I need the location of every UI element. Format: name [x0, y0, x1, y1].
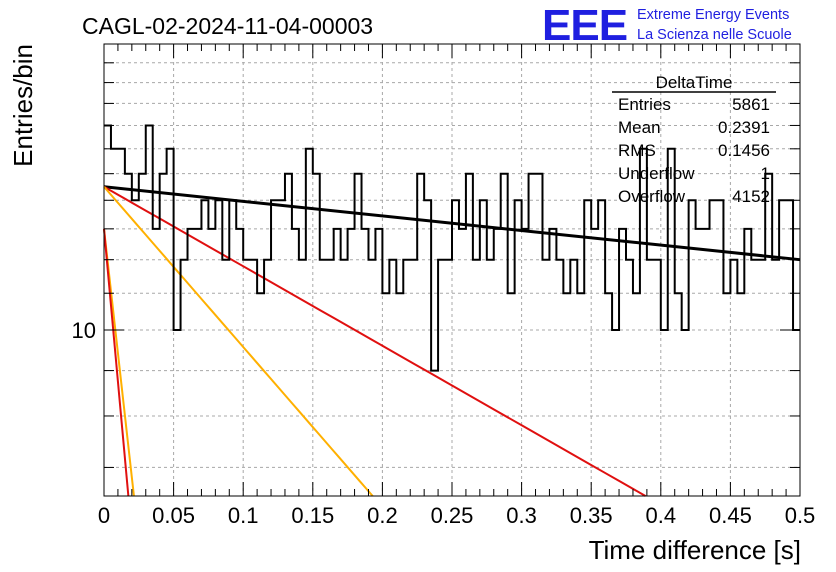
stats-value: 5861 — [732, 95, 770, 114]
stats-box: DeltaTime Entries 5861 Mean 0.2391 RMS 0.1456… — [612, 73, 776, 206]
x-tick-label: 0.25 — [431, 503, 474, 528]
grid — [104, 44, 800, 496]
x-tick-label: 0 — [98, 503, 110, 528]
stats-label: Entries — [618, 95, 671, 114]
logo-line-2: La Scienza nelle Scuole — [637, 27, 792, 43]
x-tick-label: 0.4 — [646, 503, 677, 528]
axis-ticks: 0 0.05 0.1 0.15 0.2 0.25 0.3 0.35 0.4 0.45 0.5 10 — [72, 44, 816, 528]
y-tick-label: 10 — [72, 318, 96, 343]
x-tick-label: 0.35 — [570, 503, 613, 528]
x-tick-label: 0.3 — [506, 503, 537, 528]
logo-line-1: Extreme Energy Events — [637, 7, 789, 23]
logo-mark: EEE — [542, 1, 627, 50]
x-axis-label: Time difference [s] — [589, 535, 801, 565]
y-axis-label: Entries/bin — [8, 44, 38, 167]
fit-curve — [103, 185, 646, 497]
stats-value: 1 — [761, 164, 770, 183]
stats-value: 0.2391 — [718, 118, 770, 137]
stats-value: 0.1456 — [718, 141, 770, 160]
stats-label: Overflow — [618, 187, 686, 206]
x-tick-label: 0.2 — [367, 503, 398, 528]
stats-label: Underflow — [618, 164, 695, 183]
stats-title: DeltaTime — [656, 73, 733, 92]
x-tick-label: 0.1 — [228, 503, 259, 528]
x-tick-label: 0.15 — [291, 503, 334, 528]
x-tick-label: 0.5 — [785, 503, 816, 528]
histogram-line — [104, 124, 800, 372]
stats-value: 4152 — [732, 187, 770, 206]
x-tick-label: 0.05 — [152, 503, 195, 528]
stats-label: RMS — [618, 141, 656, 160]
chart-title: CAGL-02-2024-11-04-00003 — [82, 13, 373, 39]
fit-curve — [103, 186, 374, 497]
eee-logo: EEE Extreme Energy Events La Scienza nel… — [542, 1, 792, 50]
stats-label: Mean — [618, 118, 661, 137]
x-tick-label: 0.45 — [709, 503, 752, 528]
fit-curve — [103, 228, 130, 497]
